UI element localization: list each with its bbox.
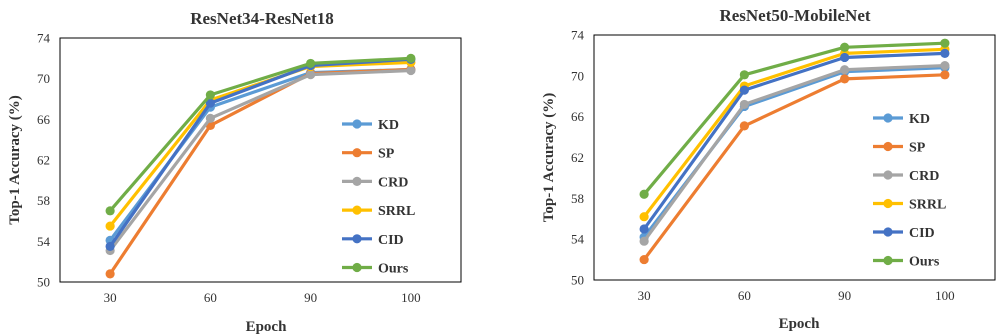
x-tick-label: 60 bbox=[204, 290, 217, 305]
x-tick-label: 30 bbox=[638, 288, 651, 303]
legend-label-sp: SP bbox=[378, 147, 395, 162]
data-point-sp bbox=[106, 269, 115, 278]
data-point-crd bbox=[940, 61, 949, 70]
y-tick-label: 62 bbox=[37, 153, 50, 168]
legend-marker-crd bbox=[352, 177, 361, 186]
legend-marker-kd bbox=[352, 119, 361, 128]
data-point-ours bbox=[940, 39, 949, 48]
x-tick-label: 100 bbox=[935, 288, 955, 303]
data-point-ours bbox=[106, 206, 115, 215]
chart-title: ResNet50-MobileNet bbox=[719, 6, 870, 25]
y-tick-label: 66 bbox=[571, 109, 585, 124]
y-axis-label: Top-1 Accuracy (%) bbox=[7, 95, 23, 224]
x-tick-label: 60 bbox=[738, 288, 751, 303]
x-tick-label: 90 bbox=[838, 288, 851, 303]
data-point-ours bbox=[306, 59, 315, 68]
legend-marker-cid bbox=[352, 234, 361, 243]
legend-label-cid: CID bbox=[378, 233, 404, 248]
x-axis-label: Epoch bbox=[246, 319, 288, 335]
x-axis-label: Epoch bbox=[779, 316, 821, 332]
legend-label-srrl: SRRL bbox=[909, 198, 946, 213]
y-tick-label: 50 bbox=[571, 273, 584, 288]
data-point-sp bbox=[740, 121, 749, 130]
legend-label-kd: KD bbox=[378, 118, 399, 133]
data-point-cid bbox=[740, 86, 749, 95]
data-point-crd bbox=[306, 70, 315, 79]
legend-label-crd: CRD bbox=[909, 169, 939, 184]
legend-label-ours: Ours bbox=[378, 262, 409, 277]
data-point-cid bbox=[840, 53, 849, 62]
data-point-sp bbox=[840, 74, 849, 83]
series-line-kd bbox=[644, 68, 945, 237]
data-point-sp bbox=[940, 70, 949, 79]
data-point-srrl bbox=[106, 221, 115, 230]
data-point-srrl bbox=[640, 212, 649, 221]
y-tick-label: 74 bbox=[37, 31, 51, 46]
data-point-ours bbox=[840, 43, 849, 52]
data-point-crd bbox=[406, 66, 415, 75]
series-line-ours bbox=[110, 58, 411, 211]
chart-resnet50-mobilenet: ResNet50-MobileNet 50 54 58 62 66 70 74 30 60 90 10… bbox=[535, 0, 1002, 335]
x-tick-label: 90 bbox=[304, 290, 317, 305]
data-point-crd bbox=[206, 114, 215, 123]
y-tick-label: 70 bbox=[37, 71, 50, 86]
plot-area-border bbox=[594, 35, 995, 280]
data-point-ours bbox=[740, 70, 749, 79]
legend-label-ours: Ours bbox=[909, 255, 940, 270]
legend-label-kd: KD bbox=[909, 112, 930, 127]
data-point-cid bbox=[106, 242, 115, 251]
data-point-crd bbox=[740, 100, 749, 109]
y-axis-label: Top-1 Accuracy (%) bbox=[541, 93, 557, 222]
series-line-crd bbox=[644, 66, 945, 242]
x-tick-label: 30 bbox=[104, 290, 117, 305]
legend-marker-ours bbox=[352, 263, 361, 272]
data-point-ours bbox=[406, 54, 415, 63]
legend-marker-sp bbox=[352, 148, 361, 157]
data-point-crd bbox=[640, 237, 649, 246]
data-point-cid bbox=[940, 49, 949, 58]
legend-marker-crd bbox=[883, 170, 892, 179]
series-line-srrl bbox=[110, 62, 411, 226]
legend-label-srrl: SRRL bbox=[378, 204, 415, 219]
data-point-crd bbox=[840, 65, 849, 74]
x-tick-label: 100 bbox=[401, 290, 421, 305]
data-point-sp bbox=[640, 255, 649, 264]
y-tick-label: 58 bbox=[37, 193, 50, 208]
legend-marker-srrl bbox=[352, 206, 361, 215]
y-tick-label: 66 bbox=[37, 112, 51, 127]
legend-marker-kd bbox=[883, 113, 892, 122]
chart-resnet34-resnet18: ResNet34-ResNet18 50 54 58 62 66 70 74 30 60 90 100… bbox=[0, 0, 470, 335]
y-tick-label: 62 bbox=[571, 150, 584, 165]
legend-label-sp: SP bbox=[909, 141, 926, 156]
y-tick-label: 58 bbox=[571, 191, 584, 206]
data-point-ours bbox=[206, 90, 215, 99]
data-point-cid bbox=[640, 224, 649, 233]
legend-marker-ours bbox=[883, 256, 892, 265]
y-tick-label: 50 bbox=[37, 275, 50, 290]
legend-label-crd: CRD bbox=[378, 175, 408, 190]
chart-title: ResNet34-ResNet18 bbox=[190, 9, 334, 28]
legend-marker-sp bbox=[883, 142, 892, 151]
y-tick-label: 70 bbox=[571, 68, 584, 83]
y-tick-label: 74 bbox=[571, 28, 585, 43]
y-tick-label: 54 bbox=[37, 234, 51, 249]
y-tick-label: 54 bbox=[571, 232, 585, 247]
legend-marker-srrl bbox=[883, 199, 892, 208]
legend-marker-cid bbox=[883, 227, 892, 236]
legend-label-cid: CID bbox=[909, 226, 935, 241]
data-point-ours bbox=[640, 190, 649, 199]
